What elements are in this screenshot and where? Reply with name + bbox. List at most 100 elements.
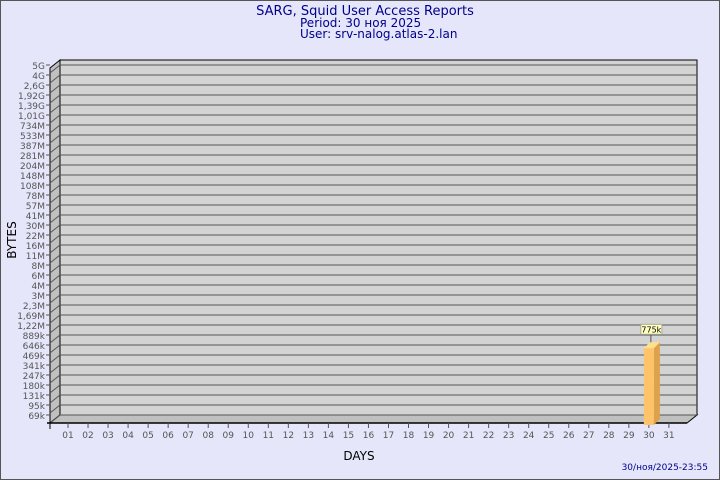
chart-title: SARG, Squid User Access Reports — [256, 4, 474, 19]
gridline-side — [49, 404, 61, 414]
y-tick-label: 1,22M — [17, 322, 45, 332]
y-tick-label: 1,01G — [18, 112, 45, 122]
gridline-side — [49, 154, 61, 164]
x-tick-label: 28 — [603, 431, 615, 441]
y-tick-label: 131k — [23, 392, 46, 402]
x-tick-label: 03 — [102, 431, 113, 441]
gridline-side — [49, 264, 61, 274]
bar — [643, 348, 654, 425]
bar-top — [643, 342, 660, 349]
x-tick-label: 02 — [82, 431, 93, 441]
gridline-side — [49, 164, 61, 174]
y-tick-label: 41M — [26, 212, 45, 222]
x-tick-label: 09 — [223, 431, 235, 441]
gridline-side — [49, 274, 61, 284]
y-tick-label: 4G — [32, 72, 45, 82]
bar-side — [653, 342, 660, 425]
x-tick-label: 12 — [283, 431, 294, 441]
y-tick-label: 889k — [23, 332, 46, 342]
x-tick-label: 10 — [243, 431, 255, 441]
gridline-side — [49, 344, 61, 354]
gridline-side — [49, 244, 61, 254]
gridline-side — [49, 174, 61, 184]
plot-floor — [48, 414, 699, 424]
y-tick-label: 22M — [26, 232, 45, 242]
gridline-side — [49, 124, 61, 134]
y-tick-label: 6M — [32, 272, 46, 282]
x-tick-label: 23 — [503, 431, 514, 441]
gridline-side — [49, 314, 61, 324]
y-tick-label: 16M — [26, 242, 45, 252]
gridline-side — [49, 84, 61, 94]
y-tick-label: 1,92G — [18, 92, 45, 102]
gridline-side — [49, 334, 61, 344]
x-tick-label: 13 — [303, 431, 314, 441]
y-tick-label: 5G — [32, 62, 45, 72]
x-tick-label: 04 — [122, 431, 134, 441]
gridline-side — [49, 254, 61, 264]
y-tick-label: 4M — [32, 282, 46, 292]
y-tick-label: 734M — [20, 122, 45, 132]
gridline-side — [49, 414, 61, 424]
x-tick-label: 08 — [202, 431, 214, 441]
x-tick-label: 26 — [563, 431, 575, 441]
y-tick-label: 469k — [23, 352, 46, 362]
y-tick-label: 8M — [32, 262, 46, 272]
y-tick-label: 1,69M — [17, 312, 45, 322]
gridline-side — [49, 194, 61, 204]
y-tick-label: 69k — [28, 412, 45, 422]
y-tick-label: 2,6G — [24, 82, 45, 92]
gridline-side — [49, 64, 61, 74]
gridline-side — [49, 384, 61, 394]
x-tick-label: 31 — [663, 431, 674, 441]
x-tick-label: 15 — [343, 431, 354, 441]
gridline-side — [49, 374, 61, 384]
gridline-side — [49, 104, 61, 114]
y-tick-label: 11M — [26, 252, 45, 262]
gridline-side — [49, 94, 61, 104]
gridline-side — [49, 134, 61, 144]
gridline-side — [49, 364, 61, 374]
x-tick-label: 05 — [142, 431, 153, 441]
bar-label-box — [640, 323, 663, 335]
gridline-side — [49, 284, 61, 294]
generated-timestamp: 30/ноя/2025-23:55 — [622, 463, 708, 473]
gridline-side — [49, 234, 61, 244]
x-tick-label: 17 — [383, 431, 394, 441]
y-tick-label: 1,39G — [18, 102, 45, 112]
y-tick-label: 180k — [23, 382, 46, 392]
x-tick-label: 06 — [162, 431, 174, 441]
gridline-side — [49, 114, 61, 124]
x-tick-label: 22 — [483, 431, 494, 441]
gridline-side — [49, 394, 61, 404]
x-tick-label: 20 — [443, 431, 455, 441]
y-tick-label: 646k — [23, 342, 46, 352]
x-tick-label: 18 — [403, 431, 415, 441]
y-tick-label: 204M — [20, 162, 45, 172]
gridline-side — [49, 304, 61, 314]
y-tick-label: 148M — [20, 172, 45, 182]
x-tick-label: 30 — [643, 431, 655, 441]
x-tick-label: 14 — [323, 431, 335, 441]
x-tick-label: 25 — [543, 431, 554, 441]
x-tick-label: 07 — [182, 431, 193, 441]
plot-back-wall — [59, 59, 698, 416]
y-tick-label: 2,3M — [23, 302, 45, 312]
y-tick-label: 108M — [20, 182, 45, 192]
gridline-side — [49, 144, 61, 154]
y-tick-label: 281M — [20, 152, 45, 162]
gridline-side — [49, 214, 61, 224]
y-tick-label: 341k — [23, 362, 46, 372]
y-tick-label: 78M — [26, 192, 45, 202]
x-tick-label: 29 — [623, 431, 635, 441]
x-tick-label: 16 — [363, 431, 375, 441]
y-tick-label: 247k — [23, 372, 46, 382]
y-tick-label: 95k — [28, 402, 45, 412]
y-tick-label: 387M — [20, 142, 45, 152]
x-tick-label: 01 — [62, 431, 73, 441]
y-axis-label: BYTES — [5, 221, 19, 258]
gridline-side — [49, 74, 61, 84]
gridline-side — [49, 184, 61, 194]
